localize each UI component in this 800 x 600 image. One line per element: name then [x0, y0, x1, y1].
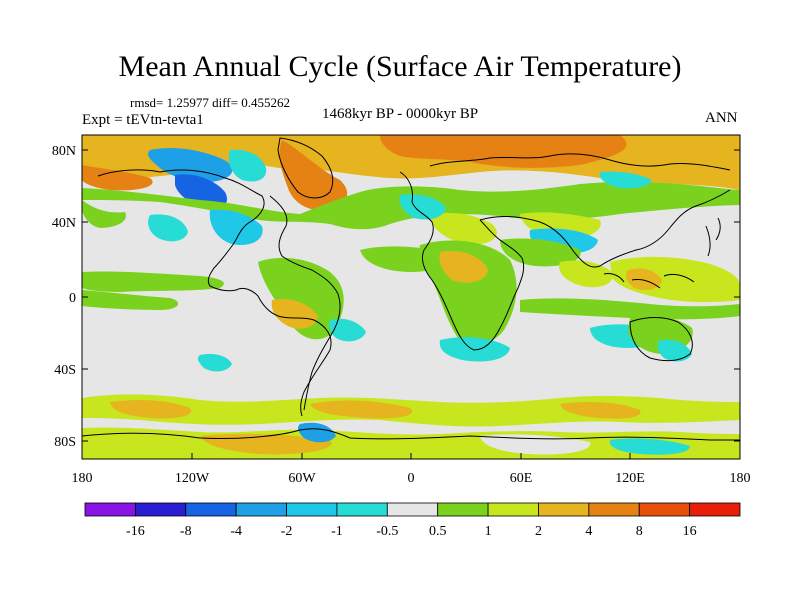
japan-coast: [705, 217, 721, 257]
alaska-warm: [82, 165, 153, 191]
lat-label-40n: 40N: [52, 216, 76, 231]
antarctic-east-cool: [609, 438, 690, 455]
colorbar-swatch: [235, 502, 287, 517]
colorbar-label: -16: [126, 524, 145, 539]
lat-label-80s: 80S: [54, 435, 76, 450]
na-east-cool: [209, 209, 263, 246]
weddell-sea-warm: [310, 400, 413, 419]
sahara-warm: [439, 250, 488, 283]
lon-label-120e: 120E: [615, 471, 645, 486]
colorbar-swatch: [538, 502, 590, 517]
anomaly-field: [82, 135, 740, 459]
colorbar-label: -1: [331, 524, 343, 539]
colorbar-swatch: [134, 502, 187, 517]
colorbar-label: 2: [535, 524, 542, 539]
season-label: ANN: [705, 110, 738, 126]
south-atlantic-cool: [439, 337, 510, 362]
lon-label-60e: 60E: [510, 471, 533, 486]
colorbar-label: -4: [230, 524, 242, 539]
lat-ticks: [82, 149, 740, 442]
colorbar-label: 4: [585, 524, 592, 539]
lon-ticks: [191, 453, 631, 459]
antarctica-coast: [82, 428, 740, 441]
colorbar-label: -2: [281, 524, 293, 539]
antarctic-neutral-patch: [480, 434, 591, 455]
ross-sea-warm: [110, 400, 192, 419]
americas-west-coast: [97, 169, 332, 417]
colorbar-label: 0.5: [429, 524, 447, 539]
indonesia-islands: [603, 273, 695, 289]
americas-east-coast: [269, 195, 341, 411]
south-pacific-cool: [197, 354, 232, 372]
colorbar-swatch: [386, 502, 439, 517]
colorbar-labels: -16 -8 -4 -2 -1 -0.5 0.5 1 2 4 8 16: [126, 524, 697, 539]
maritime-continent-warm: [610, 256, 740, 303]
east-antarctic-warm: [560, 402, 641, 419]
colorbar-swatch: [336, 502, 388, 517]
colorbar-label: -8: [180, 524, 192, 539]
india-warm: [559, 260, 613, 288]
pacific-nw-warm: [82, 200, 126, 228]
colorbar-swatch: [185, 502, 237, 517]
na-west-cool: [148, 214, 188, 242]
australia-coast: [629, 317, 693, 362]
colorbar-swatch: [487, 502, 539, 517]
lat-label-0: 0: [69, 291, 76, 306]
amazon-warm: [271, 298, 318, 329]
north-atlantic-cool: [399, 194, 446, 220]
colorbar-label: 8: [636, 524, 643, 539]
eurasia-north-coast: [429, 153, 731, 171]
lon-label-120w: 120W: [175, 471, 210, 486]
east-siberia-cool: [599, 171, 652, 189]
colorbar-label: 1: [485, 524, 492, 539]
colorbar-swatch: [689, 502, 741, 517]
australia-south-cool: [657, 339, 692, 362]
indonesia-warm: [626, 268, 662, 290]
europe-africa-coast: [399, 171, 525, 351]
north-pacific-tropical-warm: [82, 271, 224, 292]
lon-label-0: 0: [408, 471, 415, 486]
lat-label-80n: 80N: [52, 144, 76, 159]
plot-title: Mean Annual Cycle (Surface Air Temperatu…: [118, 50, 682, 83]
lon-label-180w: 180: [72, 471, 93, 486]
greenland-coast: [277, 137, 334, 199]
stats-text: rmsd= 1.25977 diff= 0.455262: [130, 95, 290, 110]
colorbar-swatch: [437, 502, 489, 517]
lon-label-180e: 180: [730, 471, 751, 486]
siberia-strong-warm: [380, 135, 627, 168]
arabia-warm: [500, 238, 581, 267]
colorbar: [84, 502, 741, 517]
lat-label-40s: 40S: [54, 363, 76, 378]
period-label: 1468kyr BP - 0000kyr BP: [322, 106, 479, 122]
lon-label-60w: 60W: [288, 471, 316, 486]
south-pacific-tropical-warm: [82, 290, 179, 310]
colorbar-swatch: [588, 502, 640, 517]
baffin-cool: [228, 149, 267, 182]
colorbar-swatch: [84, 502, 136, 517]
experiment-label: Expt = tEVtn-tevta1: [82, 112, 204, 128]
colorbar-label: 16: [683, 524, 697, 539]
antarctic-strong-warm: [200, 433, 332, 455]
south-america-east-cool: [329, 318, 366, 342]
colorbar-swatch: [286, 502, 338, 517]
south-america-warm: [258, 257, 344, 340]
antarctic-peninsula-cool: [297, 422, 336, 443]
colorbar-label: -0.5: [376, 524, 398, 539]
colorbar-swatch: [638, 502, 691, 517]
coastlines: [82, 137, 740, 441]
asia-south-coast: [479, 189, 731, 268]
greenland-warm: [279, 140, 348, 211]
indian-ocean-warm-band: [520, 298, 740, 320]
